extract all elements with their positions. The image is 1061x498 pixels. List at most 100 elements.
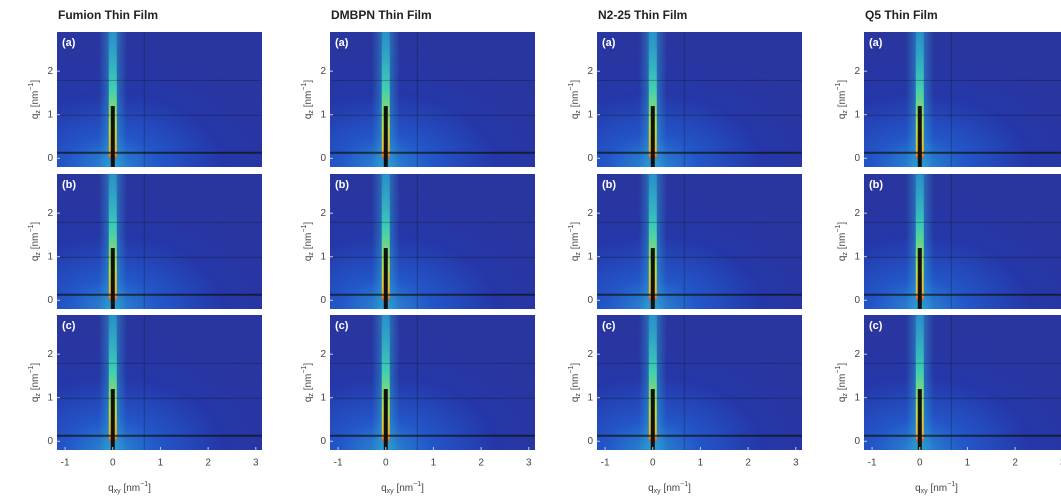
axis-label: qz [nm−1] xyxy=(301,363,315,403)
panel-label: (b) xyxy=(602,179,616,191)
panel-title: DMBPN Thin Film xyxy=(331,8,432,22)
detector-gap xyxy=(683,32,685,167)
beam-stop xyxy=(650,106,655,167)
panel-title: Fumion Thin Film xyxy=(58,8,158,22)
heatmap-bg xyxy=(864,174,1061,309)
heatmap xyxy=(330,32,535,167)
panel-label: (c) xyxy=(869,320,883,332)
detector-gap xyxy=(57,397,262,399)
beam-stop xyxy=(110,248,115,309)
y-tick-label: 1 xyxy=(587,392,593,403)
detector-gap xyxy=(597,151,802,154)
detector-gap xyxy=(683,315,685,450)
detector-gap xyxy=(597,397,802,399)
x-tick-label: -1 xyxy=(61,458,70,469)
axis-label: qz [nm−1] xyxy=(28,222,42,262)
detector-gap xyxy=(597,434,802,437)
y-tick-label: 0 xyxy=(47,436,53,447)
panel-label: (c) xyxy=(602,320,616,332)
heatmap-bg xyxy=(57,315,262,450)
x-tick-label: -1 xyxy=(601,458,610,469)
y-tick-label: 1 xyxy=(854,109,860,120)
heatmap xyxy=(57,315,262,450)
y-tick-label: 0 xyxy=(854,295,860,306)
detector-gap xyxy=(597,114,802,116)
panel-title: Q5 Thin Film xyxy=(865,8,938,22)
heatmap-bg xyxy=(330,315,535,450)
heatmap-bg xyxy=(864,32,1061,167)
beam-stop xyxy=(383,106,388,167)
detector-gap xyxy=(864,256,1061,258)
detector-gap xyxy=(864,293,1061,296)
detector-gap xyxy=(330,293,535,296)
detector-gap xyxy=(57,293,262,296)
streak xyxy=(648,174,657,301)
beam-stop xyxy=(917,106,922,167)
beam-stop xyxy=(110,106,115,167)
detector-gap xyxy=(143,315,145,450)
x-tick-label: 0 xyxy=(383,458,389,469)
heatmap-bg xyxy=(57,174,262,309)
detector-gap xyxy=(330,79,535,81)
beam-stop xyxy=(650,389,655,450)
detector-gap xyxy=(597,362,802,364)
y-tick-label: 1 xyxy=(854,392,860,403)
detector-gap xyxy=(864,362,1061,364)
panel-label: (b) xyxy=(62,179,76,191)
x-tick-label: 0 xyxy=(650,458,656,469)
detector-gap xyxy=(330,114,535,116)
detector-gap xyxy=(864,434,1061,437)
panel-label: (b) xyxy=(869,179,883,191)
detector-gap xyxy=(330,397,535,399)
beam-stop xyxy=(917,248,922,309)
y-tick-label: 2 xyxy=(587,66,593,77)
heatmap xyxy=(597,315,802,450)
heatmap xyxy=(864,315,1061,450)
detector-gap xyxy=(950,32,952,167)
x-tick-label: 0 xyxy=(917,458,923,469)
y-tick-label: 0 xyxy=(854,436,860,447)
y-tick-label: 0 xyxy=(587,436,593,447)
detector-gap xyxy=(57,221,262,223)
y-tick-label: 2 xyxy=(320,349,326,360)
beam-stop xyxy=(383,248,388,309)
axis-label: qxy [nm−1] xyxy=(915,481,958,495)
y-tick-label: 2 xyxy=(854,349,860,360)
panel-label: (c) xyxy=(62,320,76,332)
heatmap-bg xyxy=(330,174,535,309)
detector-gap xyxy=(683,174,685,309)
axis-label: qz [nm−1] xyxy=(568,222,582,262)
detector-gap xyxy=(864,114,1061,116)
detector-gap xyxy=(416,315,418,450)
heatmap-bg xyxy=(57,32,262,167)
panel-label: (b) xyxy=(335,179,349,191)
x-tick-label: 2 xyxy=(1012,458,1018,469)
x-tick-label: 2 xyxy=(478,458,484,469)
detector-gap xyxy=(57,362,262,364)
y-tick-label: 1 xyxy=(320,109,326,120)
beam-stop xyxy=(650,248,655,309)
detector-gap xyxy=(57,151,262,154)
x-tick-label: 0 xyxy=(110,458,116,469)
panel-label: (a) xyxy=(869,37,883,49)
y-tick-label: 2 xyxy=(587,349,593,360)
detector-gap xyxy=(950,174,952,309)
detector-gap xyxy=(330,434,535,437)
axis-label: qz [nm−1] xyxy=(835,80,849,120)
detector-gap xyxy=(597,79,802,81)
axis-label: qz [nm−1] xyxy=(835,363,849,403)
detector-gap xyxy=(864,397,1061,399)
axis-label: qz [nm−1] xyxy=(28,363,42,403)
heatmap xyxy=(864,32,1061,167)
y-tick-label: 0 xyxy=(587,153,593,164)
y-tick-label: 2 xyxy=(47,208,53,219)
detector-gap xyxy=(597,221,802,223)
x-tick-label: 1 xyxy=(965,458,971,469)
detector-gap xyxy=(143,32,145,167)
y-tick-label: 2 xyxy=(47,349,53,360)
detector-gap xyxy=(330,256,535,258)
streak xyxy=(915,32,924,159)
x-tick-label: 2 xyxy=(745,458,751,469)
panel-label: (a) xyxy=(62,37,76,49)
